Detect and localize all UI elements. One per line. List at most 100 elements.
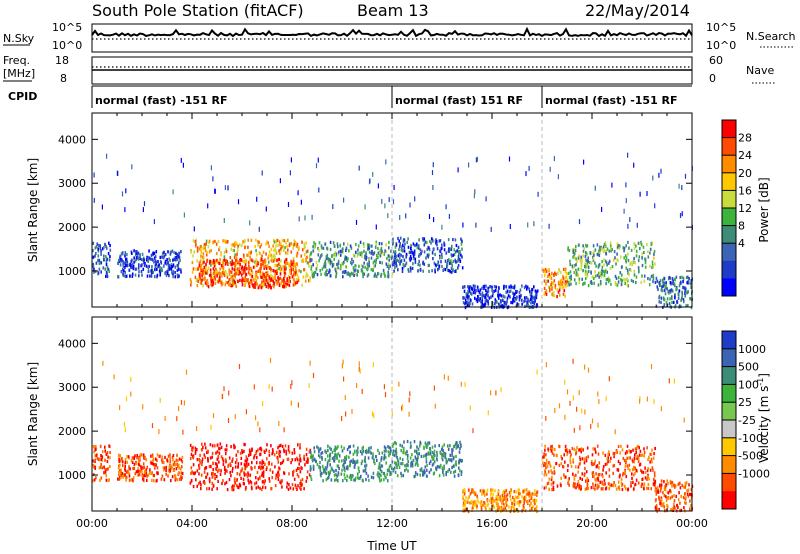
data-cell [277, 457, 279, 461]
data-cell [124, 464, 126, 468]
data-cell [122, 264, 125, 268]
data-cell [508, 290, 511, 294]
data-cell [502, 491, 504, 495]
data-cell [337, 261, 340, 266]
colorbar-swatch [722, 348, 736, 368]
data-cell [284, 263, 287, 267]
data-cell [124, 261, 127, 265]
data-cell [326, 461, 329, 465]
data-cell [684, 481, 687, 485]
data-cell [593, 474, 595, 478]
data-cell [546, 464, 549, 469]
data-cell [236, 267, 239, 271]
data-cell [259, 427, 261, 433]
data-cell [268, 254, 270, 258]
data-cell [411, 462, 414, 466]
data-cell [337, 471, 340, 475]
data-cell [280, 267, 283, 271]
data-cell [600, 247, 603, 251]
data-cell [233, 443, 235, 447]
data-cell [108, 258, 111, 262]
data-cell [454, 269, 456, 273]
data-cell [150, 271, 153, 275]
data-cell [649, 264, 651, 268]
data-cell [190, 478, 193, 482]
data-cell [401, 444, 403, 448]
data-cell [235, 268, 237, 272]
data-cell [564, 379, 566, 385]
data-cell [438, 239, 441, 243]
data-cell [631, 468, 634, 472]
data-cell [387, 270, 389, 274]
data-cell [354, 268, 357, 272]
data-cell [345, 411, 347, 417]
colorbar-swatch [722, 473, 736, 492]
data-cell [304, 463, 306, 467]
data-cell [467, 496, 469, 501]
data-cell [375, 258, 378, 262]
data-cell [105, 478, 108, 482]
data-cell [542, 455, 544, 459]
data-cell [567, 248, 569, 252]
data-cell [255, 253, 258, 257]
data-cell [441, 456, 443, 460]
data-cell [123, 473, 125, 477]
data-cell [614, 274, 617, 278]
data-cell [377, 272, 380, 276]
data-cell [497, 289, 500, 294]
data-cell [617, 459, 620, 464]
data-cell [361, 269, 364, 273]
data-cell [208, 487, 210, 491]
data-cell [109, 254, 111, 259]
data-cell [571, 446, 574, 451]
data-cell [274, 264, 276, 268]
data-cell [267, 256, 269, 260]
data-cell [225, 280, 228, 285]
data-cell [421, 237, 424, 241]
data-cell [106, 246, 108, 250]
data-cell [269, 357, 272, 363]
data-cell [131, 456, 134, 460]
data-cell [361, 446, 364, 451]
data-cell [212, 282, 214, 287]
data-cell [228, 456, 231, 460]
data-cell [275, 263, 277, 267]
data-cell [603, 263, 605, 267]
data-cell [202, 271, 204, 275]
data-cell [525, 488, 528, 492]
data-cell [363, 256, 366, 260]
data-cell [613, 452, 616, 456]
data-cell [208, 477, 211, 481]
data-cell [215, 462, 218, 466]
data-cell [485, 507, 487, 511]
data-cell [200, 487, 202, 491]
data-cell [638, 241, 641, 245]
data-cell [666, 479, 668, 483]
data-cell [336, 464, 339, 468]
data-cell [580, 255, 582, 259]
data-cell [476, 156, 478, 162]
data-cell [361, 478, 364, 482]
data-cell [592, 485, 595, 489]
data-cell [233, 255, 236, 260]
data-cell [303, 487, 305, 491]
data-cell [337, 250, 340, 254]
data-cell [446, 459, 448, 464]
data-cell [633, 269, 636, 273]
data-cell [130, 391, 132, 397]
data-cell [127, 455, 130, 459]
data-cell [270, 444, 272, 448]
data-cell [551, 451, 554, 455]
data-cell [605, 249, 607, 253]
data-cell [627, 466, 629, 470]
data-cell [439, 465, 441, 469]
data-cell [410, 444, 412, 448]
data-cell [467, 285, 469, 289]
data-cell [292, 259, 295, 263]
data-cell [345, 454, 348, 459]
data-cell [300, 487, 302, 491]
data-cell [147, 259, 149, 263]
data-cell [249, 281, 252, 285]
data-cell [136, 255, 139, 259]
data-cell [643, 482, 646, 486]
